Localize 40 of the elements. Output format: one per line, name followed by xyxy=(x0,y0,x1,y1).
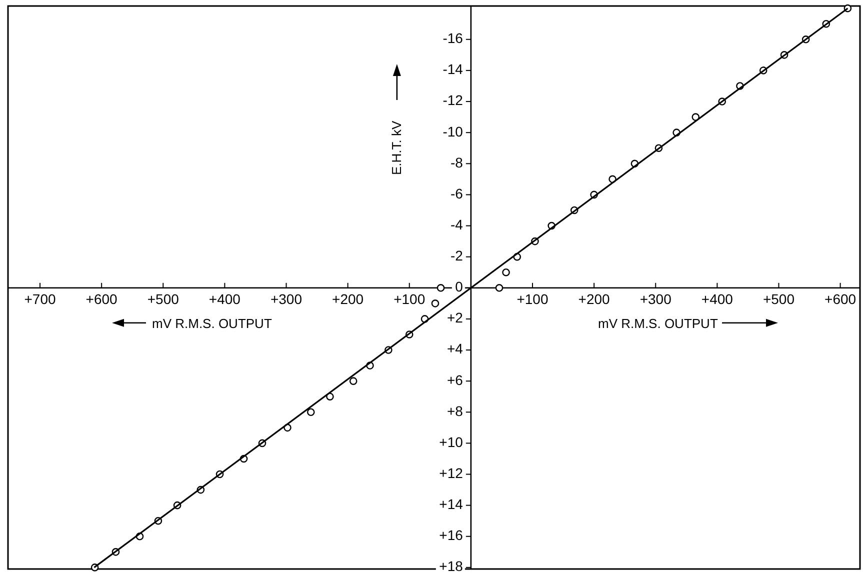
annotation: mV R.M.S. OUTPUT xyxy=(152,316,272,331)
point xyxy=(306,408,315,416)
y-tick-label: -2 xyxy=(450,248,464,264)
y-tick-label: +14 xyxy=(439,496,464,512)
y-tick-label: -6 xyxy=(450,185,464,202)
x-tick-label: +200 xyxy=(332,290,364,307)
y-tick-label: -8 xyxy=(450,154,464,170)
x-tick-label: +300 xyxy=(270,290,302,307)
y-tick-label: +12 xyxy=(439,464,464,481)
x-tick-label: +100 xyxy=(394,290,426,307)
x-tick-label: +200 xyxy=(578,290,610,307)
x-tick-label: +500 xyxy=(762,290,795,307)
point xyxy=(431,300,440,308)
x-axis-title: mV R.M.S. OUTPUT xyxy=(598,316,718,331)
point xyxy=(436,284,445,292)
y-axis-title: E.H.T. kV xyxy=(388,120,404,175)
y-tick-label: 0 xyxy=(455,278,464,295)
x-tick-label: +400 xyxy=(701,290,734,307)
y-tick-label: -14 xyxy=(442,61,464,78)
x-tick-label: +500 xyxy=(147,290,180,307)
x-tick-label: +700 xyxy=(24,290,56,307)
y-tick-label: +4 xyxy=(446,340,464,357)
point xyxy=(349,377,358,385)
x-tick-label: +600 xyxy=(86,290,118,307)
x-tick-label: +100 xyxy=(516,290,548,307)
y-tick-label: +8 xyxy=(446,402,464,419)
y-tick-label: +6 xyxy=(446,372,464,388)
y-tick-label: +18 xyxy=(439,558,464,574)
x-tick-label: +400 xyxy=(208,290,241,307)
y-tick-label: +2 xyxy=(446,310,464,326)
y-tick-label: -12 xyxy=(442,92,464,108)
point xyxy=(495,284,504,292)
y-tick-label: +10 xyxy=(439,434,464,450)
y-tick-label: -10 xyxy=(442,123,464,140)
x-tick-label: +300 xyxy=(640,290,672,307)
y-tick-label: -4 xyxy=(450,216,464,232)
y-tick-label: -16 xyxy=(442,30,464,46)
y-tick-label: +16 xyxy=(439,527,464,544)
point xyxy=(502,268,510,276)
x-tick-label: +600 xyxy=(824,290,856,307)
